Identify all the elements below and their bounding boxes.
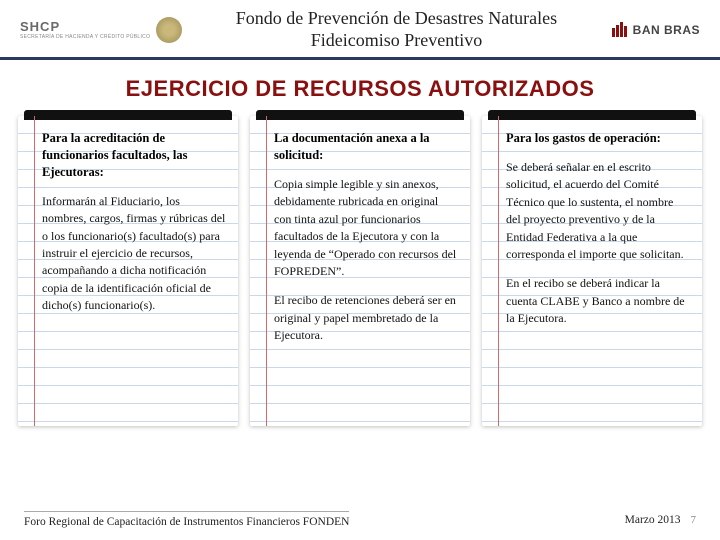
header-title: Fondo de Prevención de Desastres Natural… (182, 8, 610, 51)
banobras-icon (611, 22, 629, 38)
banobras-logo: BAN BRAS (611, 22, 700, 38)
notes-row: Para la acreditación de funcionarios fac… (0, 116, 720, 426)
shcp-text-block: SHCP SECRETARÍA DE HACIENDA Y CRÉDITO PÚ… (20, 19, 150, 40)
footer-date: Marzo 2013 (625, 514, 681, 526)
note1-body: Informarán al Fiduciario, los nombres, c… (42, 193, 226, 315)
note2-heading: La documentación anexa a la solicitud: (274, 130, 458, 164)
header-title-line1: Fondo de Prevención de Desastres Natural… (190, 8, 602, 30)
note1-p1: Informarán al Fiduciario, los nombres, c… (42, 193, 226, 315)
note-card-1: Para la acreditación de funcionarios fac… (18, 116, 238, 426)
section-title: EJERCICIO DE RECURSOS AUTORIZADOS (0, 76, 720, 102)
shcp-logo: SHCP SECRETARÍA DE HACIENDA Y CRÉDITO PÚ… (20, 17, 182, 43)
slide-footer: Foro Regional de Capacitación de Instrum… (0, 511, 720, 528)
footer-right: Marzo 2013 7 (625, 514, 696, 526)
note-card-3: Para los gastos de operación: Se deberá … (482, 116, 702, 426)
note3-heading: Para los gastos de operación: (506, 130, 690, 147)
note2-p1: Copia simple legible y sin anexos, debid… (274, 176, 458, 280)
note2-p2: El recibo de retenciones deberá ser en o… (274, 292, 458, 344)
header-title-line2: Fideicomiso Preventivo (190, 30, 602, 52)
note3-p1: Se deberá señalar en el escrito solicitu… (506, 159, 690, 263)
shcp-sublabel: SECRETARÍA DE HACIENDA Y CRÉDITO PÚBLICO (20, 34, 150, 40)
mexico-seal-icon (156, 17, 182, 43)
slide-header: SHCP SECRETARÍA DE HACIENDA Y CRÉDITO PÚ… (0, 0, 720, 60)
shcp-label: SHCP (20, 19, 150, 34)
note3-body: Se deberá señalar en el escrito solicitu… (506, 159, 690, 328)
note3-p2: En el recibo se deberá indicar la cuenta… (506, 275, 690, 327)
page-number: 7 (691, 514, 697, 526)
banobras-label: BAN BRAS (633, 23, 700, 37)
note-card-2: La documentación anexa a la solicitud: C… (250, 116, 470, 426)
footer-left: Foro Regional de Capacitación de Instrum… (24, 511, 349, 528)
note2-body: Copia simple legible y sin anexos, debid… (274, 176, 458, 345)
note1-heading: Para la acreditación de funcionarios fac… (42, 130, 226, 181)
